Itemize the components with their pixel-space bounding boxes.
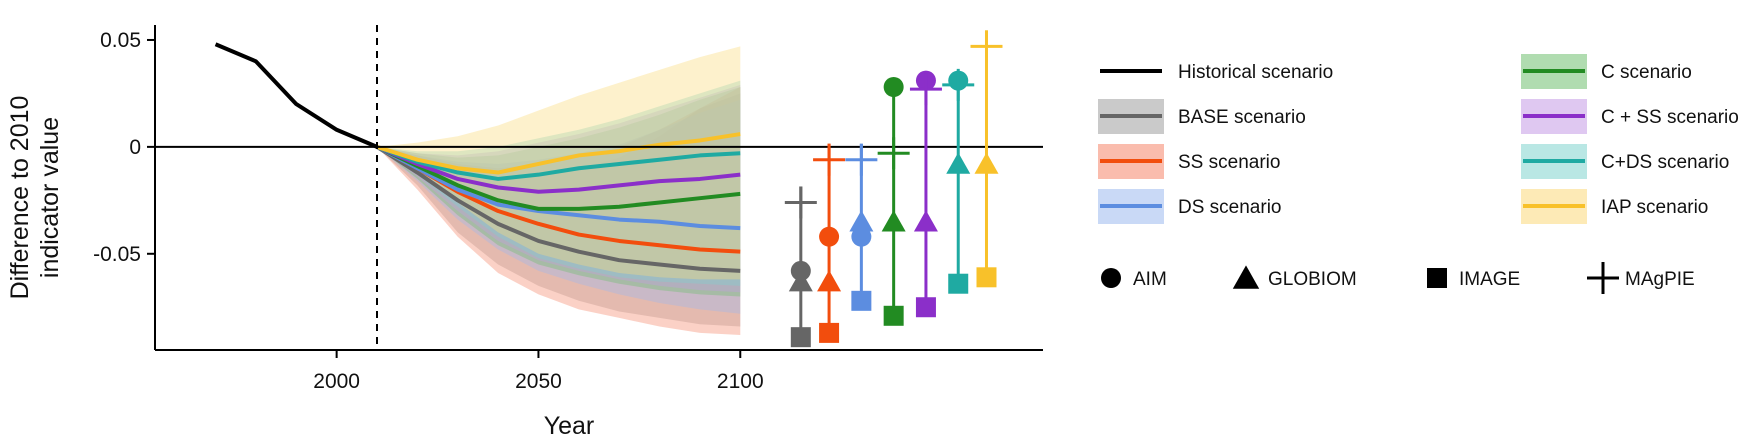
marker-magpie-base-scenario (784, 186, 817, 219)
legend-item-iap-scenario: IAP scenario (1521, 189, 1708, 224)
legend-label: BASE scenario (1178, 107, 1306, 128)
legend-model-image: IMAGE (1427, 268, 1520, 290)
axes: 0.05 0 -0.05 2000 2050 2100 Year Difference to … (6, 25, 1043, 440)
line-c-ds-scenario (376, 144, 741, 181)
marker-image-ds-scenario (851, 290, 872, 311)
legend-model-aim: AIM (1101, 268, 1167, 290)
y-tick-label: -0.05 (93, 243, 141, 266)
legend-label: AIM (1133, 269, 1167, 290)
marker-magpie-ss-scenario (813, 143, 846, 176)
x-axis-title: Year (544, 412, 595, 440)
legend-label: C scenario (1601, 62, 1692, 83)
marker-globiom-c-ss-scenario (913, 210, 938, 232)
marker-image-ss-scenario (819, 322, 840, 343)
legend-item-base-scenario: BASE scenario (1098, 99, 1306, 134)
y-axis-title: Difference to 2010indicator value (6, 96, 64, 300)
y-axis-title-line: Difference to 2010 (6, 96, 34, 300)
legend-item-ss-scenario: SS scenario (1098, 144, 1280, 179)
y-tick-label: 0.05 (100, 29, 141, 52)
legend-label: C + SS scenario (1601, 107, 1739, 128)
line-iap-scenario (376, 132, 741, 175)
line-base-scenario (375, 145, 741, 273)
legend: Historical scenario BASE scenario SS scena… (1098, 54, 1739, 294)
legend-item-ds-scenario: DS scenario (1098, 189, 1282, 224)
marker-aim-ds-scenario (851, 226, 872, 247)
legend-label: DS scenario (1178, 197, 1282, 218)
marker-image-c-ds-scenario (948, 273, 969, 294)
model-markers (784, 30, 1003, 348)
legend-item-c-scenario: C scenario (1521, 54, 1692, 89)
marker-globiom-c-ds-scenario (946, 152, 971, 174)
legend-label: MAgPIE (1625, 269, 1695, 290)
marker-globiom-iap-scenario (974, 152, 999, 174)
legend-item-c-ds-scenario: C+DS scenario (1521, 144, 1729, 179)
line-ds-scenario (376, 145, 741, 231)
globiom-icon (1232, 265, 1260, 289)
legend-model-magpie: MAgPIE (1587, 262, 1695, 294)
line-c-ss-scenario (376, 145, 741, 194)
legend-label: Historical scenario (1178, 62, 1333, 83)
marker-magpie-c-ss-scenario (909, 73, 942, 106)
legend-label: GLOBIOM (1268, 269, 1357, 290)
legend-label: IMAGE (1459, 269, 1520, 290)
marker-magpie-c-scenario (877, 137, 910, 170)
marker-magpie-iap-scenario (970, 30, 1003, 63)
y-axis-title-line: indicator value (36, 117, 64, 278)
marker-magpie-c-ds-scenario (942, 68, 975, 101)
marker-magpie-ds-scenario (845, 143, 878, 176)
legend-item-c-ss-scenario: C + SS scenario (1521, 99, 1739, 134)
band-c-ds-scenario (377, 80, 741, 286)
marker-aim-ss-scenario (819, 226, 840, 247)
legend-model-globiom: GLOBIOM (1232, 265, 1357, 290)
legend-item-historical-scenario: Historical scenario (1100, 62, 1333, 83)
line-c-scenario (376, 145, 741, 211)
marker-globiom-ss-scenario (817, 270, 842, 292)
y-tick-label: 0 (129, 136, 141, 159)
magpie-icon (1587, 262, 1619, 294)
legend-label: SS scenario (1178, 152, 1280, 173)
band-ss-scenario (377, 87, 741, 335)
marker-image-c-scenario (883, 305, 904, 326)
aim-icon (1101, 268, 1121, 288)
marker-globiom-ds-scenario (849, 210, 874, 232)
band-ds-scenario (377, 99, 741, 314)
x-tick-label: 2050 (515, 370, 562, 393)
marker-globiom-c-scenario (881, 210, 906, 232)
marker-image-base-scenario (790, 327, 811, 348)
x-tick-label: 2000 (313, 370, 360, 393)
line-historical-scenario (214, 42, 378, 149)
marker-image-c-ss-scenario (915, 297, 936, 318)
series-lines (214, 42, 741, 273)
band-c-ss-scenario (377, 84, 741, 293)
marker-globiom-base-scenario (788, 270, 813, 292)
marker-aim-c-scenario (883, 77, 904, 98)
legend-label: IAP scenario (1601, 197, 1708, 218)
x-tick-label: 2100 (717, 370, 764, 393)
legend-label: C+DS scenario (1601, 152, 1729, 173)
marker-image-iap-scenario (976, 267, 997, 288)
image-icon (1427, 268, 1447, 288)
